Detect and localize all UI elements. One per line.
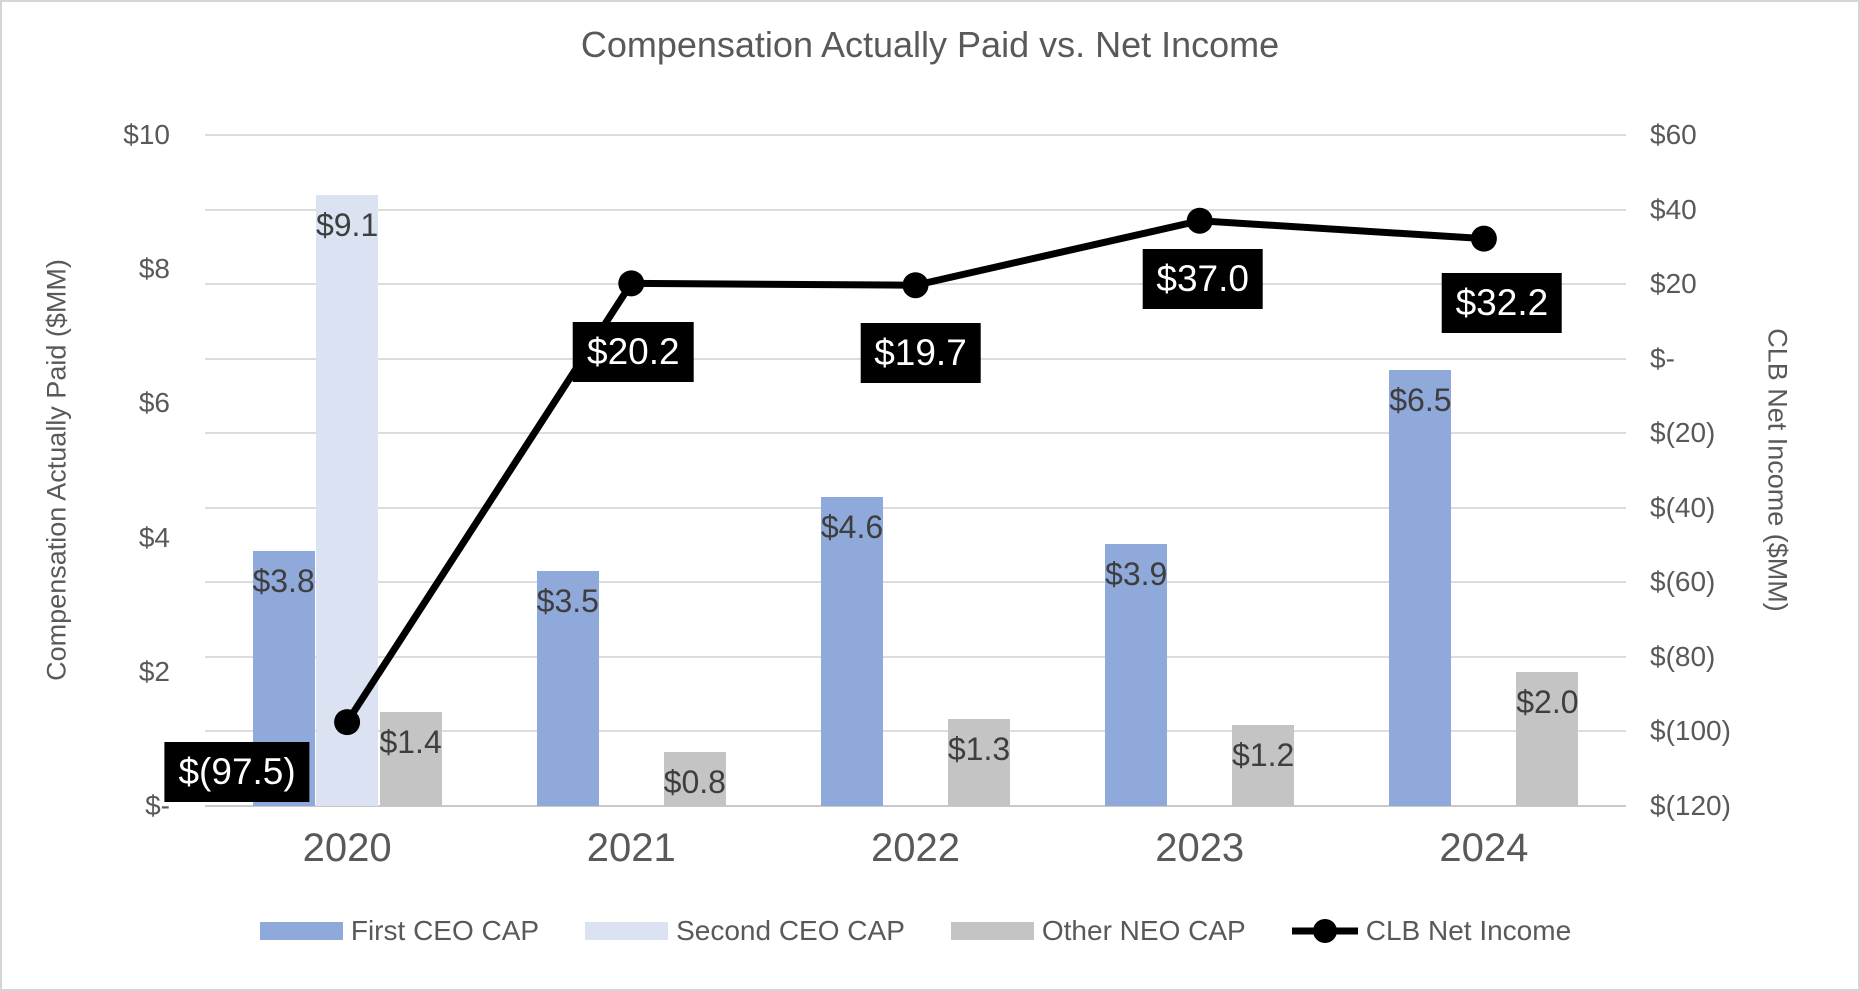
bar-value-label: $1.4: [379, 724, 442, 761]
y-tick-right: $20: [1650, 268, 1697, 300]
legend-label: Second CEO CAP: [676, 915, 905, 946]
chart-title: Compensation Actually Paid vs. Net Incom…: [580, 24, 1280, 65]
y-tick-right: $60: [1650, 119, 1697, 150]
y-tick-right: $(40): [1650, 491, 1716, 523]
y-tick-right: $(120): [1650, 790, 1731, 821]
legend-item-clb-net-income: CLB Net Income: [1291, 915, 1572, 947]
bar-value-label: $4.6: [820, 509, 884, 546]
bar-second-ceo-cap-2020: [316, 195, 379, 806]
net-income-label-2024: $32.2: [1441, 272, 1563, 333]
legend-item-second-ceo-cap: Second CEO CAP: [585, 915, 905, 947]
net-income-label-2021: $20.2: [573, 322, 694, 383]
y-tick-left: $-: [145, 790, 170, 821]
net-income-marker-2024: [1470, 225, 1497, 252]
x-tick-2022: 2022: [871, 826, 960, 870]
bar-other-neo-cap-2024: [1516, 671, 1579, 806]
x-tick-2024: 2024: [1439, 826, 1529, 870]
legend-swatch-second-ceo-cap: [585, 922, 669, 940]
legend-label: CLB Net Income: [1365, 915, 1572, 946]
bar-value-label: $3.5: [536, 583, 599, 620]
bar-value-label: $3.9: [1105, 556, 1168, 593]
bar-value-label: $1.3: [947, 730, 1011, 767]
x-tick-2023: 2023: [1155, 826, 1245, 870]
legend-swatch-other-neo-cap: [950, 922, 1034, 940]
net-income-marker-2023: [1186, 207, 1213, 234]
net-income-line: [344, 217, 1485, 725]
legend-line-marker-icon: [1291, 919, 1358, 943]
y-tick-right: $(20): [1650, 417, 1716, 449]
bar-other-neo-cap-2023: [1232, 725, 1295, 806]
legend-swatch-first-ceo-cap: [259, 922, 343, 940]
right-axis-title: CLB Net Income ($MM): [1762, 328, 1793, 612]
y-tick-left: $10: [123, 119, 170, 150]
bar-value-label: $6.5: [1389, 381, 1452, 418]
gridline: [205, 208, 1626, 211]
net-income-label-2020: $(97.5): [164, 742, 310, 803]
net-income-label-2023: $37.0: [1142, 248, 1263, 309]
legend: First CEO CAP Second CEO CAP Other NEO CAP…: [205, 912, 1626, 950]
bar-value-label: $1.2: [1232, 737, 1295, 774]
left-axis-title: Compensation Actually Paid ($MM): [41, 259, 72, 681]
x-axis-line: [205, 805, 1626, 807]
y-tick-left: $4: [138, 521, 170, 553]
net-income-label-2022: $19.7: [860, 323, 981, 384]
y-tick-right: $(60): [1650, 566, 1716, 598]
bar-other-neo-cap-2020: [379, 712, 442, 806]
gridline: [205, 730, 1626, 733]
bar-value-label: $3.8: [252, 563, 315, 600]
bar-other-neo-cap-2022: [948, 718, 1010, 806]
legend-item-first-ceo-cap: First CEO CAP: [259, 915, 540, 947]
bar-other-neo-cap-2021: [663, 752, 726, 806]
legend-item-other-neo-cap: Other NEO CAP: [950, 915, 1246, 947]
bar-value-label: $0.8: [663, 764, 726, 801]
y-tick-right: $40: [1650, 193, 1697, 225]
gridline: [205, 134, 1626, 136]
y-tick-left: $8: [138, 253, 170, 285]
bar-value-label: $9.1: [315, 207, 379, 244]
bar-value-label: $2.0: [1516, 683, 1579, 720]
net-income-marker-2022: [902, 272, 929, 299]
y-tick-left: $6: [138, 387, 170, 419]
x-tick-2020: 2020: [302, 826, 392, 870]
y-tick-right: $(100): [1650, 715, 1731, 747]
gridline: [205, 283, 1626, 286]
y-tick-left: $2: [138, 655, 170, 687]
legend-label: First CEO CAP: [350, 915, 540, 946]
bar-first-ceo-cap-2024: [1389, 369, 1452, 806]
y-tick-right: $-: [1650, 342, 1675, 374]
y-tick-right: $(80): [1650, 640, 1716, 672]
legend-label: Other NEO CAP: [1041, 915, 1246, 946]
x-tick-2021: 2021: [586, 826, 676, 870]
